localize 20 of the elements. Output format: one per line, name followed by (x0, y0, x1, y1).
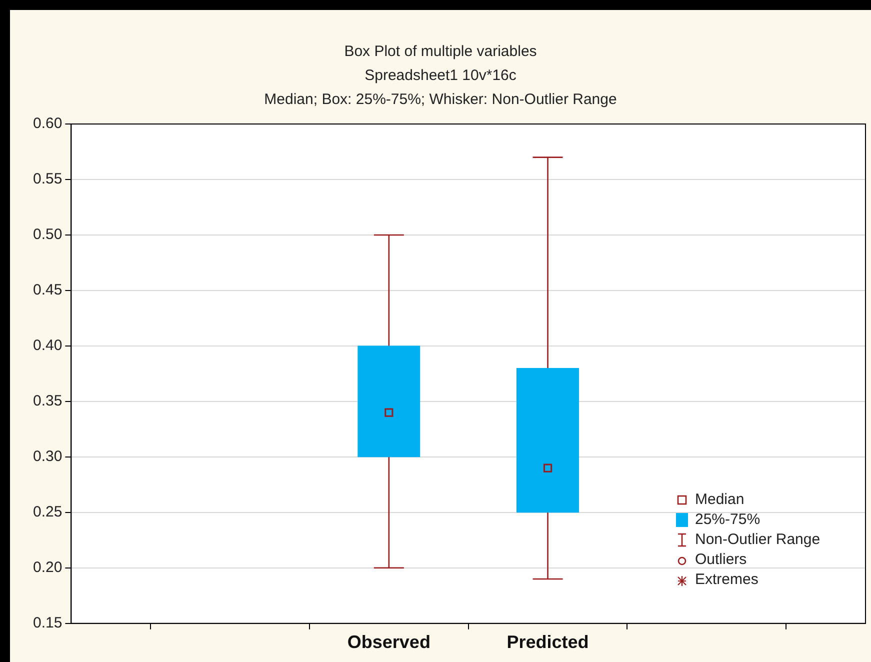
x-tick-label: Observed (347, 632, 430, 652)
annotation: Non-Outlier Range (695, 530, 820, 550)
x-tick-label: Predicted (506, 632, 589, 652)
y-tick-label: 0.55 (32, 170, 62, 188)
annotation: 25%-75% (695, 510, 760, 530)
y-tick-label: 0.20 (32, 559, 62, 576)
y-tick-label: 0.30 (32, 448, 62, 466)
annotation: Extremes (695, 570, 758, 590)
y-tick-label: 0.45 (32, 282, 62, 299)
text: Median; Box: 25%-75%; Whisker: Non-Outlier Range (263, 90, 618, 110)
annotation: Outliers (695, 550, 747, 570)
y-tick-label: 0.35 (32, 392, 62, 410)
y-tick-label: 0.40 (32, 337, 62, 354)
chart-subtitle: Spreadsheet1 10v*16c (364, 66, 518, 86)
y-tick-label: 0.15 (32, 614, 62, 632)
y-tick-label: 0.50 (32, 226, 62, 244)
annotation: Median (695, 490, 744, 510)
y-tick-label: 0.25 (32, 504, 62, 521)
chart-title: Box Plot of multiple variables (343, 42, 538, 62)
y-tick-label: 0.60 (32, 115, 62, 132)
